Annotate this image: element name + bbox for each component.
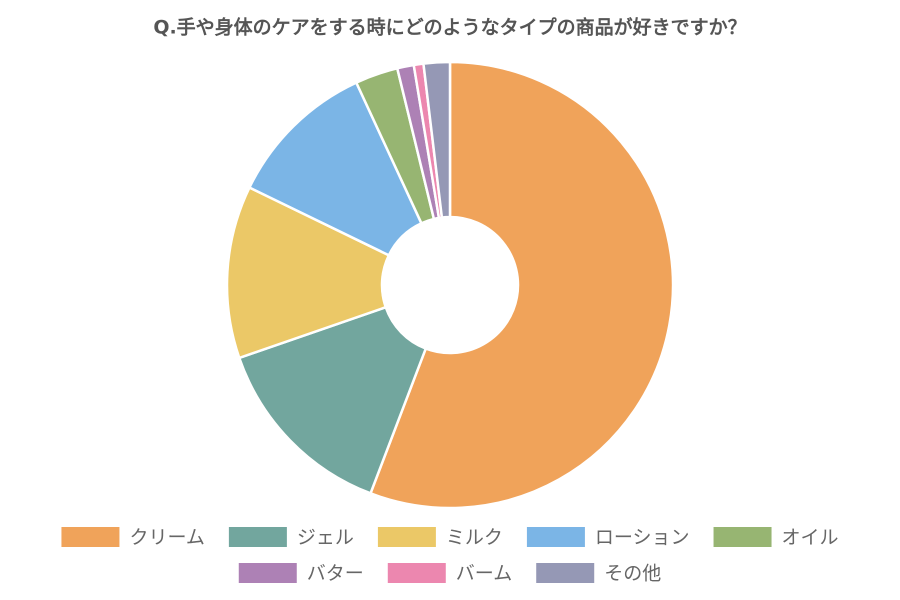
- donut-slice: [225, 185, 391, 360]
- legend-label: ジェル: [297, 527, 354, 549]
- legend-label: その他: [604, 563, 661, 585]
- legend-swatch: [228, 527, 287, 547]
- legend-label: バター: [307, 563, 364, 585]
- donut-slice: [237, 305, 428, 495]
- donut-slice: [368, 60, 675, 510]
- legend-swatch: [526, 527, 585, 547]
- legend-swatch: [536, 563, 595, 583]
- legend-label: クリーム: [129, 527, 204, 549]
- legend-swatch: [238, 563, 297, 583]
- donut-slice: [247, 80, 424, 257]
- chart-title: Q.手や身体のケアをする時にどのようなタイプの商品が好きですか？: [153, 16, 746, 39]
- donut-slice: [422, 60, 452, 219]
- legend-swatch: [377, 527, 436, 547]
- legend-label: ローション: [595, 527, 690, 549]
- legend-swatch: [713, 527, 772, 547]
- legend-label: ミルク: [446, 527, 503, 549]
- legend-label: バーム: [456, 563, 512, 585]
- legend-label: オイル: [782, 527, 839, 549]
- legend-swatch: [61, 527, 120, 547]
- legend-swatch: [387, 563, 446, 583]
